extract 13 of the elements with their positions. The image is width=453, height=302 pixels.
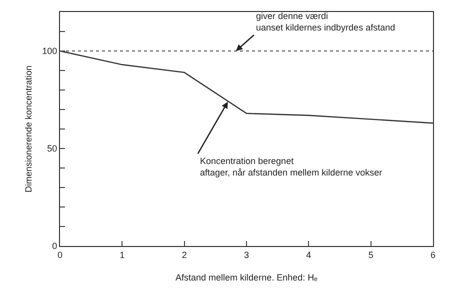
annotation: Koncentration beregnet aftager, når afstanden mellem kilderne vokser xyxy=(200,156,382,178)
y-axis-title: Dimensionerende koncentration xyxy=(24,65,34,193)
y-tick-label: 0 xyxy=(52,241,58,252)
x-axis-title: Afstand mellem kilderne. Enhed: Hₑ xyxy=(176,272,318,283)
x-tick-label: 6 xyxy=(430,250,436,260)
x-tick-label: 4 xyxy=(306,250,312,260)
y-tick-label: 100 xyxy=(42,46,58,56)
x-tick-label: 2 xyxy=(182,250,187,260)
x-tick-label: 3 xyxy=(244,250,250,260)
x-tick-label: 5 xyxy=(368,250,374,260)
x-tick-label: 1 xyxy=(120,250,125,260)
annotation: giver denne værdi uanset kildernes indbyrdes afstand xyxy=(256,11,396,33)
y-tick-label: 50 xyxy=(47,144,58,154)
